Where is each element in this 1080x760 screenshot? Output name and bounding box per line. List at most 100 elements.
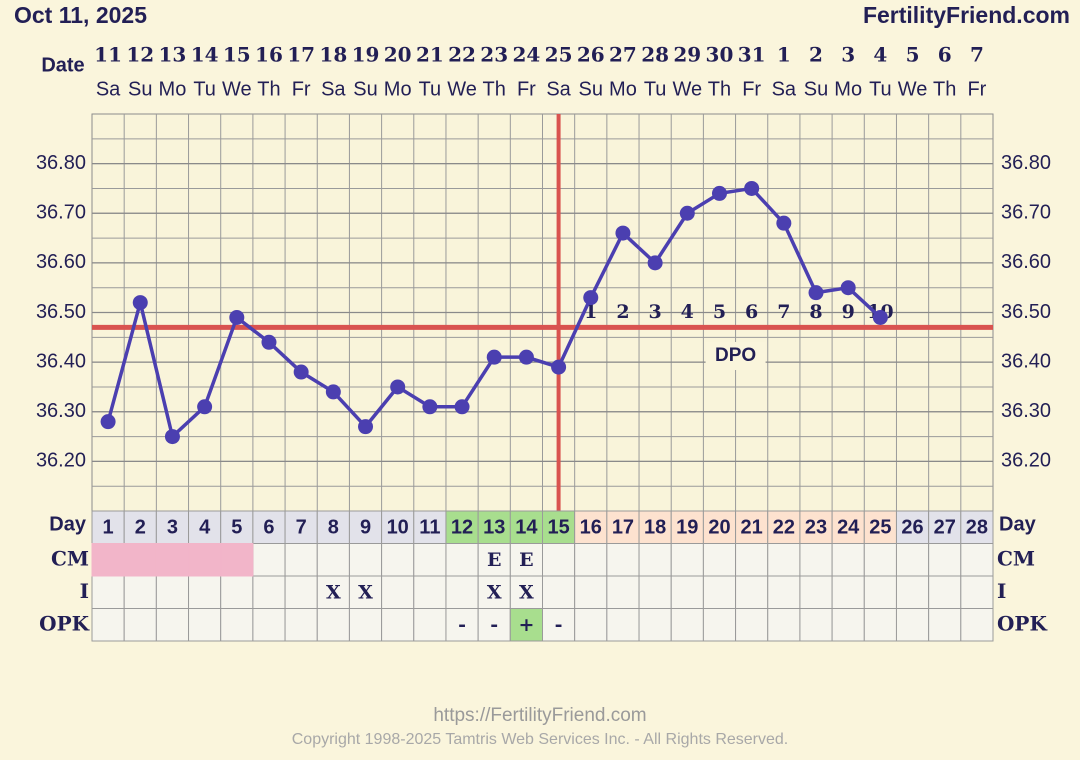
- table-cell: [348, 575, 383, 609]
- weekday-label: Fr: [967, 78, 986, 100]
- date-label: 16: [255, 43, 283, 67]
- temperature-point: [422, 399, 438, 415]
- temperature-point: [744, 180, 760, 196]
- row-value: +: [518, 614, 534, 636]
- date-label: 5: [906, 43, 920, 67]
- row-value: -: [555, 614, 563, 636]
- temperature-point: [358, 419, 374, 435]
- day-label-right: Day: [999, 514, 1037, 536]
- weekday-label: Su: [579, 78, 603, 100]
- period-cell: [123, 543, 157, 577]
- dpo-number: 7: [777, 301, 790, 323]
- y-tick-label-right: 36.80: [1001, 152, 1051, 174]
- cycle-day: 5: [231, 517, 242, 539]
- weekday-label: Tu: [869, 78, 892, 100]
- weekday-label: We: [447, 78, 477, 100]
- table-cell: [638, 608, 672, 642]
- table-cell: [670, 575, 704, 609]
- row-value: E: [487, 549, 501, 571]
- cycle-day: 9: [360, 517, 371, 539]
- date-label: 6: [938, 43, 952, 67]
- date-label: 20: [384, 43, 412, 67]
- table-cell: [188, 608, 222, 642]
- weekday-label: Mo: [609, 78, 637, 100]
- row-label-right: OPK: [997, 611, 1047, 635]
- weekday-label: Th: [257, 78, 280, 100]
- date-label: 26: [577, 43, 605, 67]
- date-label: 1: [777, 43, 791, 67]
- table-cell: [574, 608, 608, 642]
- table-cell: [284, 543, 318, 577]
- temperature-point: [293, 364, 309, 380]
- cycle-day: 11: [419, 517, 440, 539]
- date-label: 13: [159, 43, 187, 67]
- table-cell: [799, 575, 833, 609]
- dpo-number: 8: [809, 301, 822, 323]
- table-cell: [638, 575, 672, 609]
- table-cell: [91, 608, 125, 642]
- cycle-day: 16: [580, 517, 602, 539]
- date-label: 11: [94, 43, 122, 67]
- y-tick-label-right: 36.20: [1001, 450, 1051, 472]
- row-label: I: [80, 579, 89, 603]
- table-cell: [606, 543, 640, 577]
- date-label: 25: [545, 43, 573, 67]
- dpo-number: 5: [713, 301, 726, 323]
- temperature-point: [872, 309, 888, 325]
- cycle-day: 14: [515, 517, 538, 539]
- table-cell: [316, 608, 350, 642]
- cycle-day: 17: [612, 517, 634, 539]
- table-cell: [767, 608, 801, 642]
- temperature-point: [808, 285, 824, 301]
- row-value: X: [358, 581, 373, 603]
- weekday-label: Fr: [517, 78, 536, 100]
- table-cell: [509, 575, 544, 609]
- table-cell: [863, 608, 897, 642]
- day-cell: [895, 510, 930, 544]
- brand[interactable]: FertilityFriend.com: [863, 2, 1070, 28]
- table-cell: [284, 608, 318, 642]
- date-label: 4: [873, 43, 887, 67]
- temperature-point: [840, 280, 856, 296]
- cycle-day: 13: [483, 517, 505, 539]
- table-cell: [895, 543, 930, 577]
- table-cell: [220, 608, 254, 642]
- url[interactable]: https://FertilityFriend.com: [433, 705, 646, 726]
- day-cell: [863, 510, 897, 544]
- temperature-point: [583, 290, 599, 306]
- table-cell: [928, 575, 962, 609]
- temperature-point: [229, 309, 245, 325]
- day-cell: [735, 510, 769, 544]
- table-cell: [735, 608, 769, 642]
- table-cell: [445, 543, 479, 577]
- dpo-box: [705, 342, 766, 370]
- table-cell: [542, 608, 576, 642]
- weekday-label: Sa: [546, 78, 571, 100]
- weekday-label: Sa: [96, 78, 121, 100]
- cycle-day: 20: [708, 517, 730, 539]
- weekday-label: Tu: [419, 78, 442, 100]
- table-cell: [123, 608, 157, 642]
- table-cell: [606, 575, 640, 609]
- highlight-cell: [509, 608, 544, 642]
- table-cell: [220, 575, 254, 609]
- cycle-day: 25: [869, 517, 891, 539]
- table-cell: [960, 608, 994, 642]
- cycle-day: 19: [676, 517, 698, 539]
- table-cell: [445, 575, 479, 609]
- table-cell: [316, 575, 350, 609]
- row-value: E: [519, 549, 533, 571]
- cycle-day: 23: [805, 517, 827, 539]
- row-label: OPK: [39, 611, 89, 635]
- temperature-point: [647, 255, 663, 271]
- table-cell: [155, 608, 190, 642]
- y-tick-label-right: 36.50: [1001, 301, 1051, 323]
- cycle-day: 4: [199, 517, 211, 539]
- table-cell: [702, 608, 737, 642]
- temperature-point: [679, 205, 695, 221]
- cycle-day: 8: [328, 517, 339, 539]
- temperature-point: [132, 295, 148, 311]
- table-cell: [702, 575, 737, 609]
- table-cell: [638, 543, 672, 577]
